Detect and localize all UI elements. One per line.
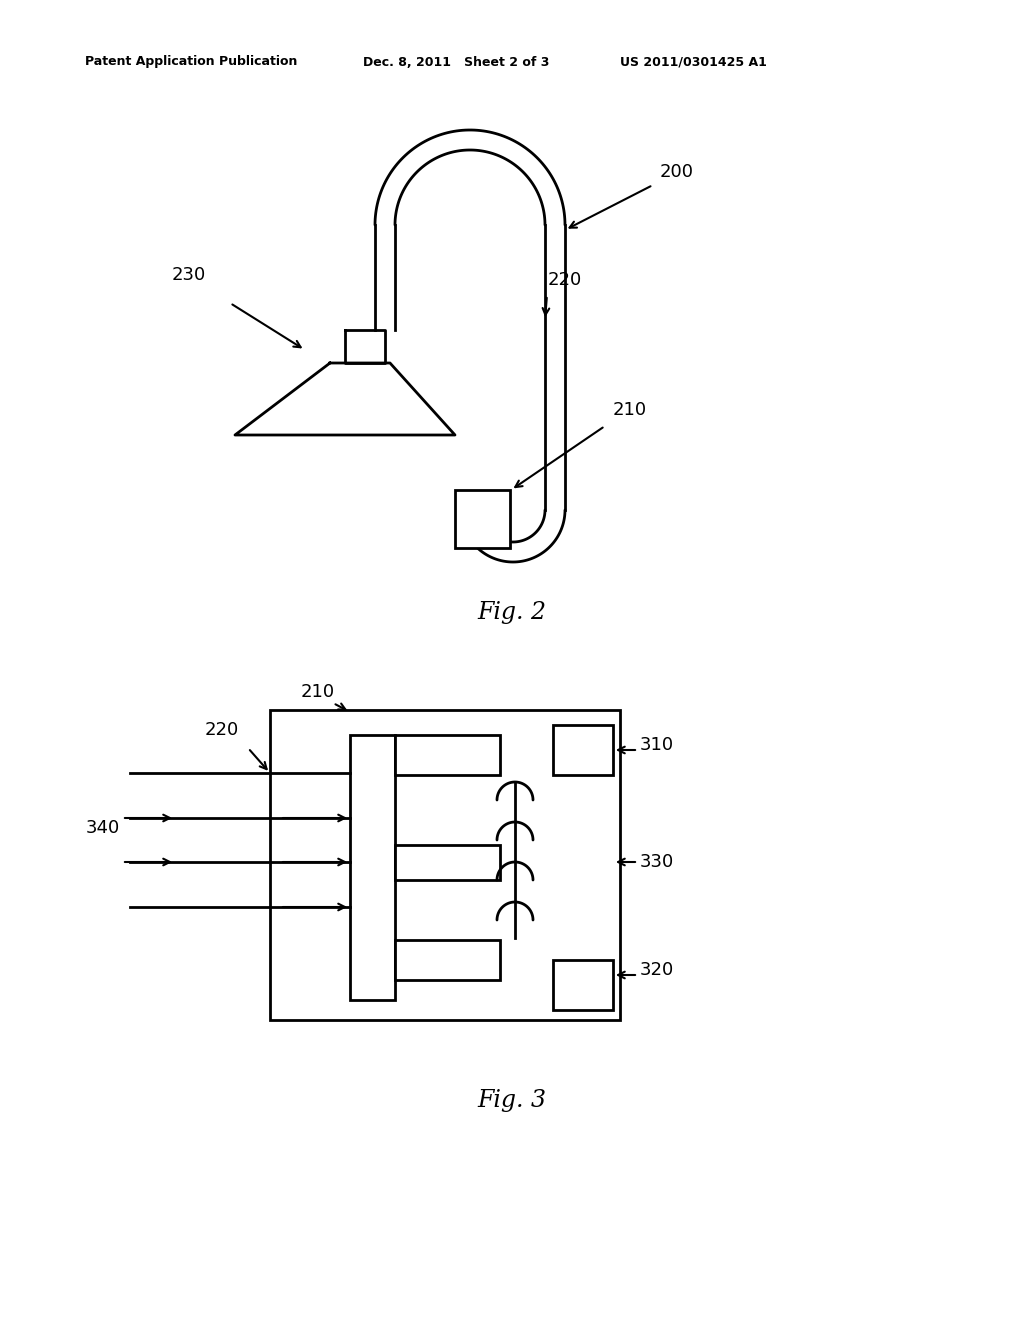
Text: 210: 210 (301, 682, 335, 701)
Bar (395, 845, 500, 880)
Text: 220: 220 (205, 721, 240, 739)
Bar (395, 940, 500, 979)
Text: 320: 320 (640, 961, 674, 979)
Bar (455, 490, 510, 548)
Text: Fig. 2: Fig. 2 (477, 602, 547, 624)
Bar (395, 735, 500, 775)
Text: US 2011/0301425 A1: US 2011/0301425 A1 (620, 55, 767, 69)
Bar (350, 735, 395, 1001)
Text: 220: 220 (548, 271, 583, 289)
Bar (553, 960, 613, 1010)
Bar (553, 725, 613, 775)
Text: Patent Application Publication: Patent Application Publication (85, 55, 297, 69)
Bar (270, 710, 620, 1020)
Text: 340: 340 (86, 818, 120, 837)
Text: 210: 210 (613, 401, 647, 418)
Text: Dec. 8, 2011   Sheet 2 of 3: Dec. 8, 2011 Sheet 2 of 3 (362, 55, 549, 69)
Text: 230: 230 (172, 267, 206, 284)
Text: 200: 200 (660, 162, 694, 181)
Text: 310: 310 (640, 737, 674, 754)
Text: Fig. 3: Fig. 3 (477, 1089, 547, 1111)
Text: 330: 330 (640, 853, 674, 871)
